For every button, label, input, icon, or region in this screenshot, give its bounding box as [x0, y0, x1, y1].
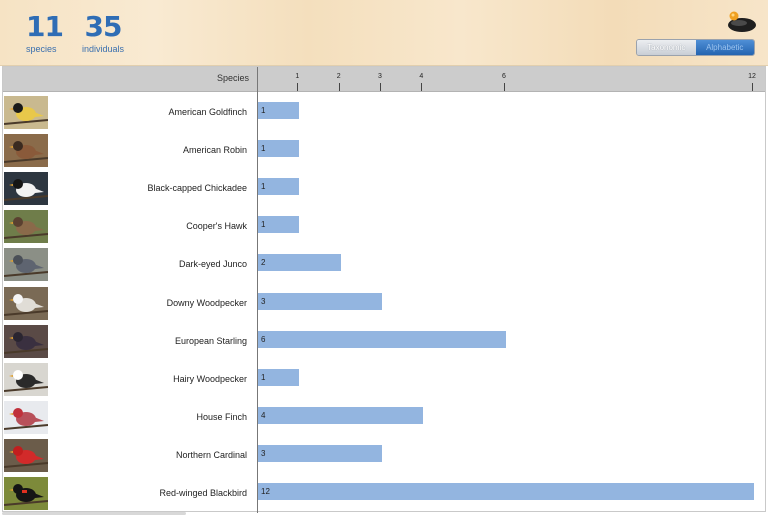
count-bar[interactable]: 2	[258, 254, 341, 272]
axis-tick-mark	[380, 83, 381, 91]
axis-tick-label: 2	[336, 73, 341, 80]
sort-alphabetic-button[interactable]: Alphabetic	[695, 40, 754, 55]
table-row[interactable]: Dark-eyed Junco 2	[3, 245, 765, 283]
species-name[interactable]: Cooper's Hawk	[186, 221, 247, 232]
species-stat: 11 species	[26, 10, 64, 54]
species-column-header[interactable]: Species	[216, 73, 249, 83]
count-value-label: 3	[261, 296, 266, 306]
stone-logo-icon[interactable]	[724, 10, 758, 34]
table-row[interactable]: American Robin 1	[3, 131, 765, 169]
count-value-label: 1	[261, 182, 266, 192]
species-name[interactable]: American Robin	[182, 145, 247, 156]
table-row[interactable]: Northern Cardinal 3	[3, 436, 765, 474]
axis-tick-mark	[421, 83, 423, 91]
header: 11 species 35 individuals Taxonomic Alph…	[0, 0, 768, 66]
northern-cardinal-photo[interactable]	[4, 438, 48, 472]
hairy-woodpecker-photo[interactable]	[4, 362, 48, 396]
species-count: 11	[26, 10, 64, 43]
count-bar[interactable]: 1	[258, 368, 300, 386]
species-name[interactable]: Downy Woodpecker	[166, 297, 247, 308]
axis-tick-label: 4	[419, 73, 424, 80]
individuals-stat: 35 individuals	[80, 10, 126, 54]
table-row[interactable]: Black-capped Chickadee 1	[3, 169, 765, 207]
table-header: Species 1 2 3 4 6 12	[3, 67, 765, 92]
count-value-label: 6	[261, 334, 266, 344]
table-row[interactable]: American Goldfinch 1	[3, 93, 765, 131]
count-bar[interactable]: 6	[258, 330, 506, 348]
count-value-label: 1	[261, 372, 266, 382]
house-finch-photo[interactable]	[4, 400, 48, 434]
species-name[interactable]: American Goldfinch	[168, 107, 247, 117]
coopers-hawk-photo[interactable]	[4, 210, 48, 244]
table-row[interactable]: House Finch 4	[3, 398, 765, 436]
species-name[interactable]: Dark-eyed Junco	[178, 259, 247, 270]
axis-tick-label: 3	[378, 73, 382, 80]
horizontal-scrollbar[interactable]	[2, 512, 186, 515]
count-value-label: 1	[261, 106, 266, 115]
individuals-count-label: individuals	[81, 44, 125, 54]
count-value-label: 1	[261, 144, 266, 154]
species-name[interactable]: Hairy Woodpecker	[173, 373, 247, 384]
dark-eyed-junco-photo[interactable]	[4, 248, 48, 282]
species-name[interactable]: Northern Cardinal	[175, 449, 247, 460]
black-capped-chickadee-photo[interactable]	[4, 172, 48, 206]
count-bar[interactable]: 3	[258, 292, 382, 310]
table-row[interactable]: European Starling 6	[3, 322, 765, 360]
species-count-label: species	[26, 44, 57, 54]
count-value-label: 1	[261, 220, 266, 230]
axis-tick-label: 1	[295, 73, 300, 80]
count-bar[interactable]: 12	[258, 483, 754, 500]
axis-tick-mark	[338, 83, 340, 91]
individuals-count: 35	[84, 10, 123, 43]
column-divider	[257, 67, 258, 513]
axis-tick-mark	[504, 83, 505, 91]
species-name[interactable]: House Finch	[196, 411, 247, 422]
count-bar[interactable]: 1	[258, 140, 300, 158]
count-value-label: 4	[261, 410, 266, 420]
count-bar[interactable]: 4	[258, 406, 424, 424]
european-starling-photo[interactable]	[4, 324, 48, 358]
count-value-label: 3	[261, 448, 266, 458]
axis-tick-mark	[297, 83, 299, 91]
table-row[interactable]: Cooper's Hawk 1	[3, 207, 765, 245]
count-bar[interactable]: 1	[258, 216, 300, 234]
species-name[interactable]: Red-winged Blackbird	[159, 488, 247, 498]
species-name[interactable]: European Starling	[174, 335, 247, 346]
count-bar[interactable]: 3	[258, 444, 382, 462]
american-goldfinch-photo[interactable]	[4, 96, 48, 129]
count-value-label: 12	[261, 487, 270, 496]
sort-taxonomic-button[interactable]: Taxonomic	[637, 40, 696, 55]
table-row[interactable]: Hairy Woodpecker 1	[3, 360, 765, 398]
axis-tick-mark	[752, 83, 753, 91]
count-value-label: 2	[261, 258, 266, 268]
axis-tick-label: 6	[502, 73, 506, 80]
axis-tick-label: 12	[748, 73, 756, 80]
red-winged-blackbird-photo[interactable]	[4, 477, 48, 510]
count-bar[interactable]: 1	[258, 178, 300, 196]
downy-woodpecker-photo[interactable]	[4, 286, 48, 320]
sort-toggle[interactable]: Taxonomic Alphabetic	[636, 39, 755, 56]
count-bar[interactable]: 1	[258, 102, 300, 119]
table-row[interactable]: Downy Woodpecker 3	[3, 284, 765, 322]
species-table: Species 1 2 3 4 6 12 American Goldfinch 1 Ameri…	[2, 66, 766, 513]
american-robin-photo[interactable]	[4, 134, 48, 168]
table-row[interactable]: Red-winged Blackbird 12	[3, 474, 765, 512]
species-name[interactable]: Black-capped Chickadee	[147, 183, 247, 194]
